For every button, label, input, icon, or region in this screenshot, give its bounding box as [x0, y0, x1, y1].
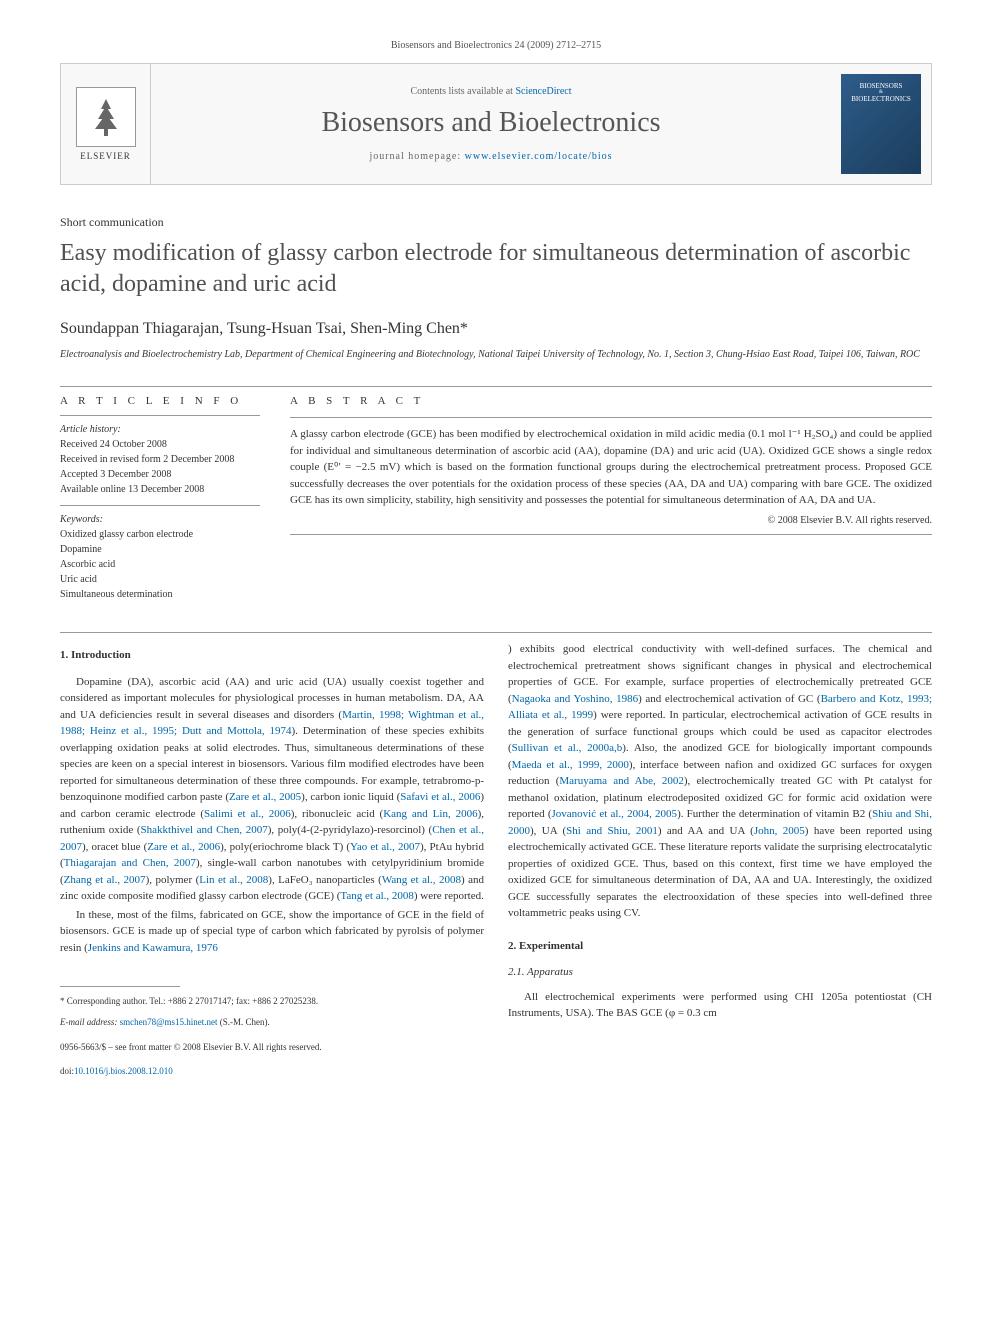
citation-link[interactable]: Maeda et al., 1999, 2000: [512, 759, 629, 771]
history-head: Article history:: [60, 424, 260, 435]
citation-link[interactable]: Shakkthivel and Chen, 2007: [141, 824, 268, 836]
abstract-text: A glassy carbon electrode (GCE) has been…: [290, 426, 932, 509]
homepage-link[interactable]: www.elsevier.com/locate/bios: [465, 151, 613, 162]
divider: [60, 386, 932, 387]
email-suffix: (S.-M. Chen).: [217, 1017, 269, 1027]
column-left: 1. Introduction Dopamine (DA), ascorbic …: [60, 641, 484, 1077]
info-abstract-row: A R T I C L E I N F O Article history: R…: [60, 395, 932, 602]
citation-link[interactable]: Tang et al., 2008: [340, 890, 413, 902]
citation-link[interactable]: Zare et al., 2005: [229, 791, 301, 803]
citation-link[interactable]: Salimi et al., 2006: [204, 808, 291, 820]
header-box: ELSEVIER Contents lists available at Sci…: [60, 63, 932, 185]
citation-link[interactable]: Zare et al., 2006: [147, 841, 220, 853]
doi-line: doi:10.1016/j.bios.2008.12.010: [60, 1065, 484, 1078]
text: ) have been reported using electrochemic…: [508, 825, 932, 920]
elsevier-logo: ELSEVIER: [61, 64, 151, 184]
contents-prefix: Contents lists available at: [410, 86, 515, 97]
citation-link[interactable]: Wang et al., 2008: [382, 874, 461, 886]
text: ), poly(4-(2-pyridylazo)-resorcinol) (: [268, 824, 433, 836]
text: ), ribonucleic acid (: [291, 808, 383, 820]
cover-text-line2: BIOELECTRONICS: [851, 95, 911, 103]
sciencedirect-link[interactable]: ScienceDirect: [515, 86, 571, 97]
text: ). Further the determination of vitamin …: [677, 808, 872, 820]
corresponding-author: * Corresponding author. Tel.: +886 2 270…: [60, 995, 484, 1008]
email-link[interactable]: smchen78@ms15.hinet.net: [120, 1017, 218, 1027]
abstract-divider: [290, 417, 932, 418]
text: ), oracet blue (: [82, 841, 147, 853]
history-received: Received 24 October 2008: [60, 437, 260, 452]
keyword-item: Uric acid: [60, 572, 260, 587]
doi-link[interactable]: 10.1016/j.bios.2008.12.010: [74, 1066, 173, 1076]
email-line: E-mail address: smchen78@ms15.hinet.net …: [60, 1016, 484, 1029]
article-info-heading: A R T I C L E I N F O: [60, 395, 260, 407]
text: ) and electrochemical activation of GC (: [638, 693, 820, 705]
keyword-item: Ascorbic acid: [60, 557, 260, 572]
homepage-prefix: journal homepage:: [369, 151, 464, 162]
text: ), carbon ionic liquid (: [301, 791, 400, 803]
authors: Soundappan Thiagarajan, Tsung-Hsuan Tsai…: [60, 320, 932, 338]
article-type: Short communication: [60, 215, 932, 230]
journal-cover-thumbnail: BIOSENSORS & BIOELECTRONICS: [841, 74, 921, 174]
history-online: Available online 13 December 2008: [60, 482, 260, 497]
abstract-section: A B S T R A C T A glassy carbon electrod…: [290, 395, 932, 602]
section-2-head: 2. Experimental: [508, 938, 932, 955]
text: ) and AA and UA (: [658, 825, 754, 837]
keyword-item: Oxidized glassy carbon electrode: [60, 527, 260, 542]
citation-link[interactable]: Shi and Shiu, 2001: [566, 825, 658, 837]
abstract-heading: A B S T R A C T: [290, 395, 932, 407]
para-2-start: In these, most of the films, fabricated …: [60, 907, 484, 957]
elsevier-tree-icon: [76, 87, 136, 147]
text: ), LaFeO₃ nanoparticles (: [268, 874, 382, 886]
journal-title: Biosensors and Bioelectronics: [321, 107, 660, 139]
issn-line: 0956-5663/$ – see front matter © 2008 El…: [60, 1041, 484, 1054]
info-divider: [60, 505, 260, 506]
section-1-head: 1. Introduction: [60, 647, 484, 664]
citation-link[interactable]: Zhang et al., 2007: [64, 874, 146, 886]
footer-divider: [60, 986, 180, 987]
text: ) were reported.: [414, 890, 484, 902]
text: ), poly(eriochrome black T) (: [220, 841, 350, 853]
citation-link[interactable]: Nagaoka and Yoshino, 1986: [512, 693, 638, 705]
contents-available: Contents lists available at ScienceDirec…: [410, 86, 571, 97]
doi-label: doi:: [60, 1066, 74, 1076]
citation-link[interactable]: Jovanović et al., 2004, 2005: [552, 808, 678, 820]
article-info: A R T I C L E I N F O Article history: R…: [60, 395, 260, 602]
citation-link[interactable]: Lin et al., 2008: [199, 874, 268, 886]
subsection-21-head: 2.1. Apparatus: [508, 964, 932, 981]
citation-link[interactable]: Thiagarajan and Chen, 2007: [64, 857, 196, 869]
body-columns: 1. Introduction Dopamine (DA), ascorbic …: [60, 641, 932, 1077]
citation-link[interactable]: Jenkins and Kawamura, 1976: [88, 942, 218, 954]
keywords-head: Keywords:: [60, 514, 260, 525]
text: ), polymer (: [146, 874, 200, 886]
divider: [60, 632, 932, 633]
abstract-divider: [290, 534, 932, 535]
info-divider: [60, 415, 260, 416]
para-3: All electrochemical experiments were per…: [508, 989, 932, 1022]
citation-link[interactable]: Safavi et al., 2006: [400, 791, 480, 803]
article-title: Easy modification of glassy carbon elect…: [60, 238, 932, 300]
para-1: Dopamine (DA), ascorbic acid (AA) and ur…: [60, 674, 484, 905]
journal-header: Biosensors and Bioelectronics 24 (2009) …: [60, 40, 932, 51]
citation-link[interactable]: Yao et al., 2007: [350, 841, 420, 853]
citation-link[interactable]: Kang and Lin, 2006: [383, 808, 477, 820]
keyword-item: Simultaneous determination: [60, 587, 260, 602]
elsevier-label: ELSEVIER: [80, 151, 131, 161]
cover-text-line1: BIOSENSORS: [860, 82, 903, 90]
history-revised: Received in revised form 2 December 2008: [60, 452, 260, 467]
citation-link[interactable]: Sullivan et al., 2000a,b: [512, 742, 623, 754]
affiliation: Electroanalysis and Bioelectrochemistry …: [60, 348, 932, 362]
column-right: ) exhibits good electrical conductivity …: [508, 641, 932, 1077]
text: ), UA (: [530, 825, 566, 837]
citation-link[interactable]: John, 2005: [754, 825, 805, 837]
header-center: Contents lists available at ScienceDirec…: [151, 64, 831, 184]
keyword-item: Dopamine: [60, 542, 260, 557]
para-2-continued: ) exhibits good electrical conductivity …: [508, 641, 932, 922]
history-accepted: Accepted 3 December 2008: [60, 467, 260, 482]
journal-homepage: journal homepage: www.elsevier.com/locat…: [369, 151, 612, 162]
email-label: E-mail address:: [60, 1017, 120, 1027]
abstract-copyright: © 2008 Elsevier B.V. All rights reserved…: [290, 515, 932, 526]
keywords-list: Oxidized glassy carbon electrode Dopamin…: [60, 527, 260, 602]
citation-link[interactable]: Maruyama and Abe, 2002: [559, 775, 684, 787]
